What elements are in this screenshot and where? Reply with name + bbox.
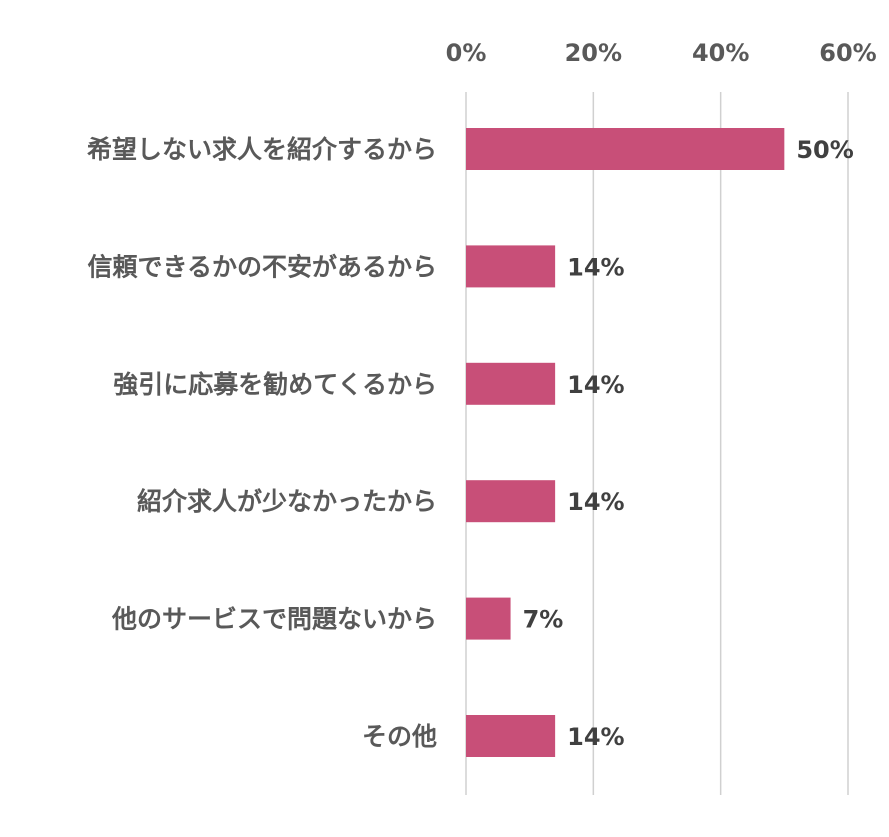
x-tick-label: 60% bbox=[819, 39, 876, 67]
data-label: 50% bbox=[796, 136, 853, 164]
x-tick-label: 40% bbox=[692, 39, 749, 67]
category-label: 信頼できるかの不安があるから bbox=[87, 252, 437, 281]
bar bbox=[466, 128, 785, 170]
bar bbox=[466, 362, 556, 405]
data-label: 14% bbox=[567, 723, 624, 751]
category-label: 紹介求人が少なかったから bbox=[137, 487, 437, 516]
x-axis-ticks: 0% 20% 40% 60% bbox=[446, 39, 877, 67]
data-label: 14% bbox=[567, 253, 624, 281]
category-label: 希望しない求人を紹介するから bbox=[87, 135, 437, 164]
bar bbox=[466, 480, 556, 523]
bar bbox=[466, 597, 511, 640]
gridlines bbox=[465, 92, 849, 795]
data-label: 14% bbox=[567, 488, 624, 516]
data-label: 14% bbox=[567, 371, 624, 399]
bar bbox=[466, 715, 556, 757]
x-tick-label: 0% bbox=[446, 39, 487, 67]
bar bbox=[466, 245, 556, 288]
bars bbox=[466, 128, 785, 757]
category-label: その他 bbox=[362, 722, 437, 751]
category-labels: 希望しない求人を紹介するから信頼できるかの不安があるから強引に応募を勧めてくるか… bbox=[87, 135, 437, 751]
data-label: 7% bbox=[523, 606, 564, 634]
category-label: 強引に応募を勧めてくるから bbox=[113, 370, 437, 399]
category-label: 他のサービスで問題ないから bbox=[111, 605, 437, 634]
data-labels: 50% 14% 14% 14% 7% 14% bbox=[523, 136, 854, 751]
x-tick-label: 20% bbox=[565, 39, 622, 67]
